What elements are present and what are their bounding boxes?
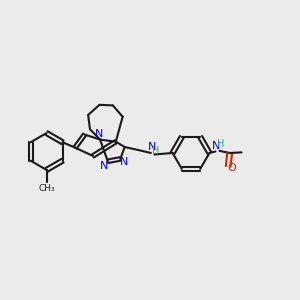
Text: N: N bbox=[120, 158, 128, 167]
Text: H: H bbox=[217, 139, 224, 149]
Text: N: N bbox=[94, 129, 103, 139]
Text: CH₃: CH₃ bbox=[38, 184, 55, 194]
Text: N: N bbox=[100, 161, 108, 171]
Text: H: H bbox=[152, 146, 159, 156]
Text: N: N bbox=[212, 141, 220, 151]
Text: O: O bbox=[228, 163, 236, 173]
Text: N: N bbox=[148, 142, 156, 152]
